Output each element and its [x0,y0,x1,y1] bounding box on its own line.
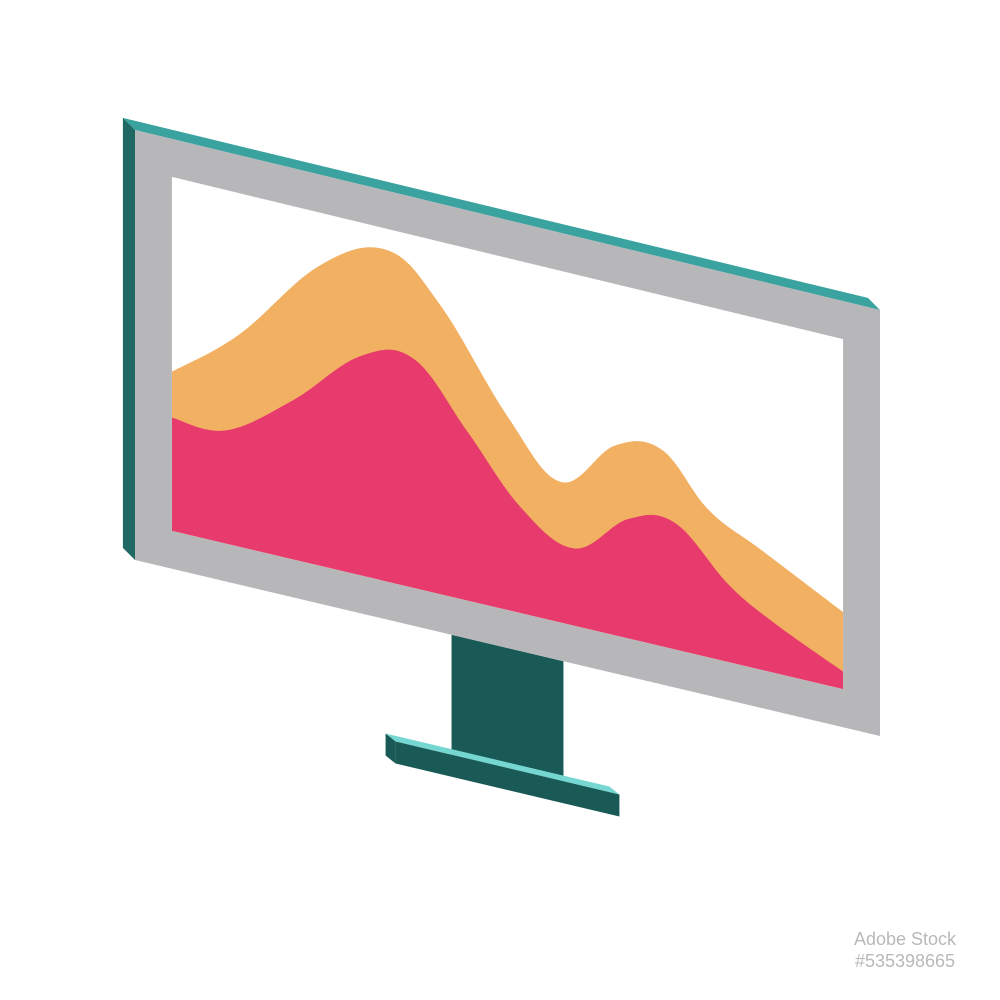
monitor-left-edge [123,118,135,560]
watermark-id: #535398665 [855,951,955,971]
watermark: Adobe Stock#535398665 [854,929,957,971]
watermark-brand: Adobe Stock [854,929,957,949]
